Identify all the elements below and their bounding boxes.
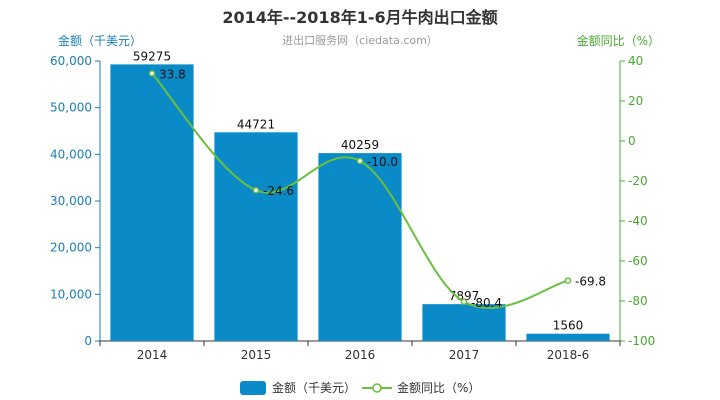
x-tick-label: 2016: [345, 348, 376, 362]
bar: [422, 304, 506, 341]
legend-line-label: 金额同比（%）: [397, 380, 480, 395]
bar-data-label: 1560: [553, 319, 584, 333]
right-tick-label: -60: [628, 254, 648, 268]
chart-subtitle: 进出口服务网（ciedata.com）: [282, 33, 438, 47]
yoy-data-label: -10.0: [367, 155, 398, 169]
right-tick-label: 40: [628, 54, 643, 68]
x-tick-label: 2017: [449, 348, 480, 362]
left-tick-label: 10,000: [50, 287, 92, 301]
x-tick-label: 2018-6: [547, 348, 590, 362]
x-tick-label: 2014: [137, 348, 168, 362]
left-axis-title: 金额（千美元）: [58, 33, 142, 48]
bar-data-label: 40259: [341, 138, 379, 152]
bar-data-label: 7897: [449, 289, 480, 303]
yoy-point: [252, 186, 260, 194]
legend-line-marker: [372, 383, 382, 393]
legend-bar-label: 金额（千美元）: [272, 380, 356, 395]
yoy-point: [356, 157, 364, 165]
left-tick-label: 60,000: [50, 54, 92, 68]
axes: 0 10,000 20,000 30,000 40,000 50,000 60,000 -10…: [50, 54, 655, 362]
yoy-data-label: 33.8: [159, 67, 186, 81]
left-tick-label: 30,000: [50, 194, 92, 208]
chart-title: 2014年--2018年1-6月牛肉出口金额: [222, 8, 497, 27]
right-tick-label: -20: [628, 174, 648, 188]
yoy-point: [564, 277, 572, 284]
yoy-data-label: -80.4: [471, 296, 502, 310]
bar: [214, 132, 298, 341]
left-tick-label: 40,000: [50, 147, 92, 161]
right-tick-label: 20: [628, 94, 643, 108]
yoy-data-label: -69.8: [575, 275, 606, 289]
yoy-line: 33.8 -24.6 -10.0 -80.4 -69.8: [148, 67, 606, 310]
bar: [110, 64, 194, 341]
yoy-data-label: -24.6: [263, 184, 294, 198]
yoy-point: [148, 70, 156, 77]
bar-data-label: 59275: [133, 49, 171, 63]
right-tick-label: -80: [628, 294, 648, 308]
right-tick-label: 0: [628, 134, 636, 148]
legend: 金额（千美元） 金额同比（%）: [240, 380, 480, 395]
right-axis-title: 金额同比（%）: [577, 33, 660, 48]
bar: [526, 333, 610, 341]
left-tick-label: 50,000: [50, 101, 92, 115]
bar-data-label: 44721: [237, 117, 275, 131]
yoy-point: [460, 298, 468, 306]
left-tick-label: 20,000: [50, 241, 92, 255]
right-tick-label: -40: [628, 214, 648, 228]
right-tick-label: -100: [628, 334, 655, 348]
left-tick-label: 0: [84, 334, 92, 348]
x-tick-label: 2015: [241, 348, 272, 362]
legend-bar-swatch: [240, 381, 266, 395]
bar: [318, 153, 402, 341]
bars: 59275 44721 40259 7897 1560: [110, 49, 610, 341]
